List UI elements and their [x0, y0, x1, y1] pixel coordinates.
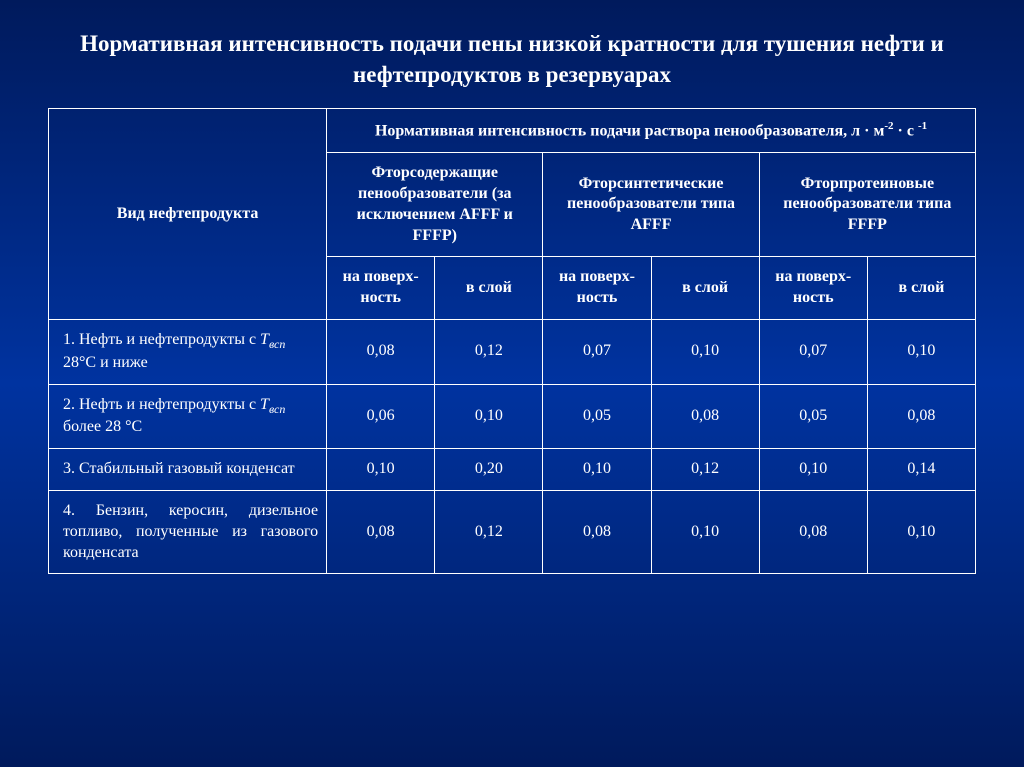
header-sup1: -2: [884, 120, 893, 132]
value-cell: 0,08: [651, 384, 759, 449]
value-cell: 0,06: [327, 384, 435, 449]
header-group-text: Нормативная интенсивность подачи раствор…: [375, 122, 884, 139]
value-cell: 0,05: [759, 384, 867, 449]
header-col3: Фторпротеиновые пенообразователи типа FF…: [759, 153, 975, 257]
table-header: Вид нефтепродукта Нормативная интенсивно…: [49, 109, 976, 320]
header-sub-layer: в слой: [651, 257, 759, 320]
header-sub-layer: в слой: [867, 257, 975, 320]
header-sub-surface: на поверх-ность: [543, 257, 651, 320]
value-cell: 0,08: [327, 490, 435, 573]
value-cell: 0,10: [867, 320, 975, 385]
row-label: 1. Нефть и нефтепродукты с Tвсп 28°С и н…: [49, 320, 327, 385]
header-sub-surface: на поверх-ность: [759, 257, 867, 320]
slide-container: Нормативная интенсивность подачи пены ни…: [0, 0, 1024, 594]
header-col1: Фторсодержащие пенообразователи (за искл…: [327, 153, 543, 257]
table-body: 1. Нефть и нефтепродукты с Tвсп 28°С и н…: [49, 320, 976, 574]
row-label: 3. Стабильный газовый конденсат: [49, 449, 327, 491]
value-cell: 0,08: [867, 384, 975, 449]
header-row-label: Вид нефтепродукта: [49, 109, 327, 320]
row-label: 2. Нефть и нефтепродукты с Tвсп более 28…: [49, 384, 327, 449]
value-cell: 0,07: [759, 320, 867, 385]
table-row: 1. Нефть и нефтепродукты с Tвсп 28°С и н…: [49, 320, 976, 385]
header-sub-surface: на поверх-ность: [327, 257, 435, 320]
value-cell: 0,20: [435, 449, 543, 491]
value-cell: 0,08: [759, 490, 867, 573]
value-cell: 0,10: [543, 449, 651, 491]
value-cell: 0,10: [651, 490, 759, 573]
data-table: Вид нефтепродукта Нормативная интенсивно…: [48, 108, 976, 574]
header-col2: Фторсинтетические пенообразователи типа …: [543, 153, 759, 257]
row-label: 4. Бензин, керосин, дизельное топливо, п…: [49, 490, 327, 573]
header-mid: · с: [894, 122, 918, 139]
table-row: 4. Бензин, керосин, дизельное топливо, п…: [49, 490, 976, 573]
value-cell: 0,14: [867, 449, 975, 491]
value-cell: 0,05: [543, 384, 651, 449]
header-group-top: Нормативная интенсивность подачи раствор…: [327, 109, 976, 153]
value-cell: 0,10: [867, 490, 975, 573]
value-cell: 0,08: [543, 490, 651, 573]
value-cell: 0,10: [651, 320, 759, 385]
value-cell: 0,10: [327, 449, 435, 491]
value-cell: 0,10: [435, 384, 543, 449]
value-cell: 0,08: [327, 320, 435, 385]
value-cell: 0,12: [651, 449, 759, 491]
table-row: 3. Стабильный газовый конденсат0,100,200…: [49, 449, 976, 491]
slide-title: Нормативная интенсивность подачи пены ни…: [48, 28, 976, 90]
value-cell: 0,07: [543, 320, 651, 385]
value-cell: 0,10: [759, 449, 867, 491]
header-sub-layer: в слой: [435, 257, 543, 320]
header-sup2: -1: [918, 120, 927, 132]
value-cell: 0,12: [435, 320, 543, 385]
value-cell: 0,12: [435, 490, 543, 573]
table-row: 2. Нефть и нефтепродукты с Tвсп более 28…: [49, 384, 976, 449]
